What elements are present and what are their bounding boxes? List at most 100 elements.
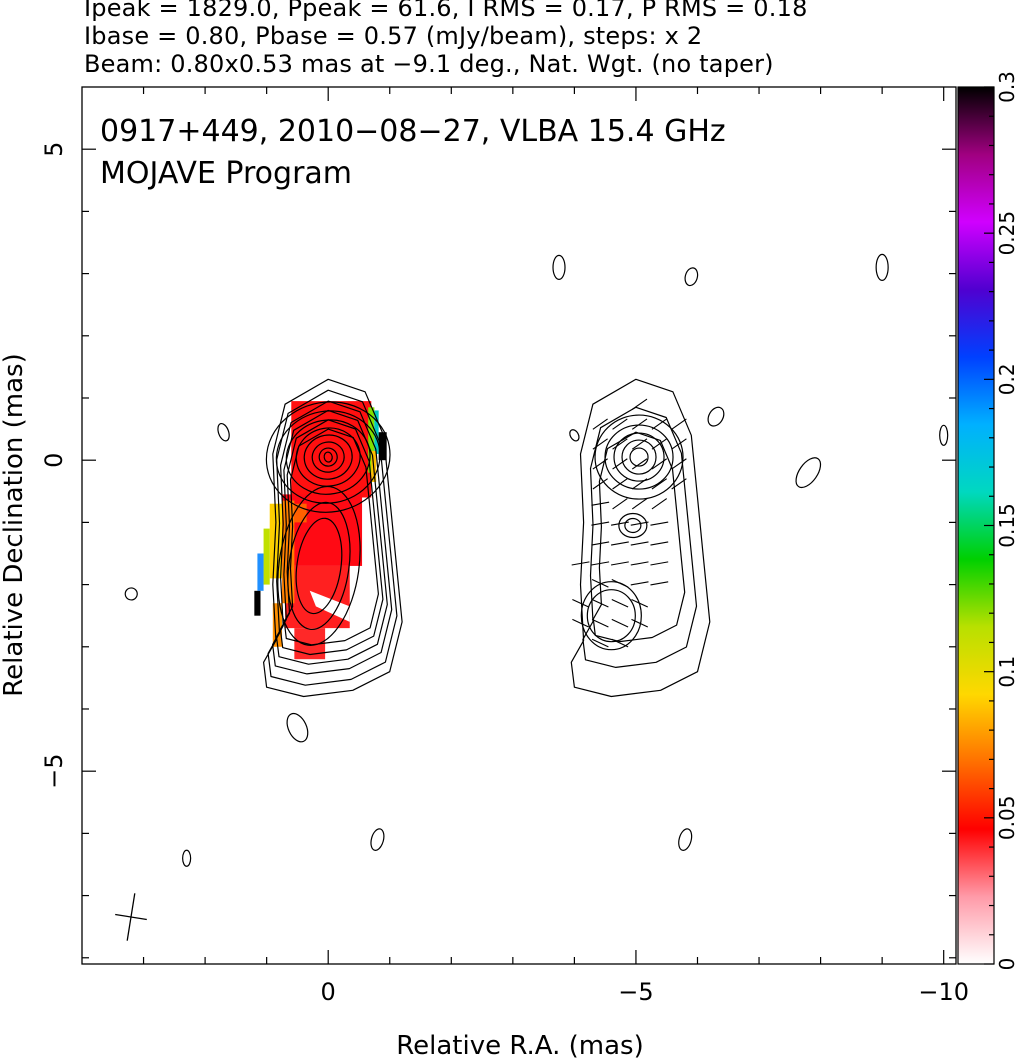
pol-knot-contour — [580, 581, 642, 651]
intensity-contour — [272, 400, 393, 675]
evpa-vector — [611, 618, 629, 628]
pol-core-contour — [629, 447, 649, 467]
evpa-vector — [671, 478, 687, 490]
evpa-vector — [592, 418, 608, 430]
evpa-vector — [591, 521, 610, 526]
noise-contour — [286, 712, 309, 743]
noise-contour — [939, 424, 949, 446]
evpa-vector — [611, 579, 629, 588]
noise-contour — [552, 254, 566, 280]
evpa-vector — [651, 458, 668, 470]
evpa-vector — [631, 458, 648, 470]
y-tick-label: 5 — [40, 142, 68, 157]
evpa-vector — [612, 498, 628, 510]
fpol-pixel — [254, 590, 261, 616]
evpa-vector — [591, 561, 610, 566]
x-axis-label: Relative R.A. (mas) — [396, 1031, 643, 1060]
evpa-vector — [651, 498, 668, 510]
y-tick-label: −5 — [40, 753, 68, 788]
noise-contour — [124, 587, 138, 601]
colorbar-label: 0.2 — [995, 363, 1019, 395]
noise-contour — [182, 849, 192, 867]
panel-title-line-1: 0917+449, 2010−08−27, VLBA 15.4 GHz — [100, 114, 726, 149]
panel-title-line-2: MOJAVE Program — [100, 156, 352, 191]
evpa-vector — [671, 438, 687, 450]
core-contour — [323, 451, 333, 463]
evpa-vector — [572, 618, 589, 628]
evpa-vector — [591, 598, 609, 608]
jet-contour — [287, 501, 351, 631]
evpa-vector — [612, 478, 628, 490]
pol-core-contour — [594, 414, 684, 500]
jet-contour — [295, 517, 343, 615]
evpa-vector — [592, 458, 608, 470]
noise-contour — [795, 457, 822, 489]
core-contour — [318, 447, 338, 467]
noise-contour — [678, 828, 693, 851]
fpol-pixel — [272, 603, 283, 647]
colorbar-label: 0.3 — [995, 71, 1019, 103]
pol-core-contour — [604, 424, 674, 490]
noise-contour — [707, 406, 725, 427]
y-tick-labels: 5 0 −5 — [40, 142, 68, 789]
evpa-vector — [612, 418, 628, 430]
evpa-vector — [612, 458, 628, 470]
evpa-vector — [571, 561, 590, 566]
evpa-vector — [611, 598, 629, 608]
evpa-vector — [610, 541, 629, 546]
beam-minor-axis — [115, 913, 147, 921]
noise-contour — [370, 828, 385, 851]
noise-contour — [61, 594, 67, 600]
header-line-3: Beam: 0.80x0.53 mas at −9.1 deg., Nat. W… — [84, 50, 774, 78]
y-axis-label: Relative Declination (mas) — [0, 353, 29, 696]
evpa-vector — [610, 561, 629, 566]
evpa-vector — [650, 561, 669, 566]
fpol-pixel — [374, 410, 379, 454]
evpa-vector — [591, 541, 610, 546]
core-contour — [311, 441, 345, 473]
evpa-vector — [631, 618, 649, 628]
evpa-vector — [631, 398, 648, 410]
intensity-contour — [263, 378, 403, 698]
evpa-vector — [591, 638, 609, 648]
noise-contour — [569, 429, 580, 442]
noise-contour — [684, 267, 699, 287]
colorbar-label: 0 — [995, 958, 1019, 971]
evpa-vector — [630, 581, 649, 586]
core-contour — [275, 410, 381, 504]
pol-contour — [570, 378, 711, 698]
fpol-pixel — [263, 528, 270, 585]
fpol-pixel — [294, 503, 307, 523]
evpa-vector — [651, 438, 668, 450]
colorbar-ticks — [984, 86, 994, 965]
colorbar-label: 0.25 — [995, 211, 1019, 256]
evpa-vector — [610, 521, 629, 526]
pol-core-contour — [621, 439, 657, 475]
intensity-contour — [275, 409, 388, 665]
header-line-2: Ibase = 0.80, Pbase = 0.57 (mJy/beam), s… — [84, 22, 703, 50]
evpa-vector — [592, 478, 608, 490]
core-contour — [303, 434, 353, 480]
pol-knot-contour — [618, 512, 648, 539]
evpa-vector — [671, 458, 687, 470]
evpa-vector — [611, 638, 629, 648]
evpa-vector — [591, 618, 609, 628]
evpa-vector — [630, 561, 649, 566]
noise-contour — [217, 422, 230, 442]
pol-contour — [592, 431, 686, 643]
core-contour — [295, 427, 361, 487]
evpa-vector — [631, 418, 648, 430]
jet-contour — [277, 485, 361, 646]
core-contour — [285, 419, 371, 495]
evpa-vector — [651, 418, 668, 430]
evpa-vector — [592, 438, 608, 450]
intensity-contour — [279, 419, 384, 656]
evpa-vector — [650, 521, 669, 526]
noise-contour — [875, 253, 889, 281]
evpa-vector — [631, 498, 648, 510]
pol-core-contour — [613, 432, 665, 482]
evpa-vector — [630, 521, 649, 526]
x-tick-label: −10 — [918, 978, 969, 1006]
colorbar-label: 0.15 — [995, 503, 1019, 548]
